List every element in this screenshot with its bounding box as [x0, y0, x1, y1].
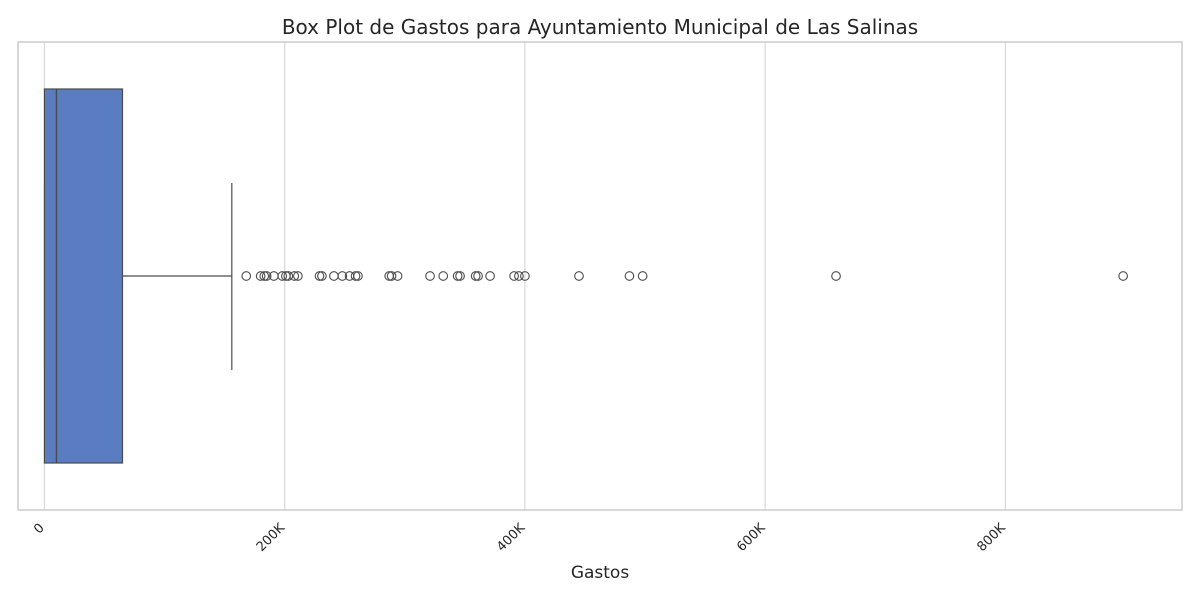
- outlier-point: [574, 271, 584, 281]
- outlier-point: [637, 271, 648, 281]
- outlier-point: [350, 271, 361, 281]
- outlier-point: [353, 271, 363, 281]
- outlier-point: [473, 271, 483, 281]
- outlier-point: [485, 271, 495, 281]
- outlier-point: [452, 271, 463, 281]
- outlier-point: [392, 271, 403, 281]
- outlier-point: [470, 271, 481, 281]
- outlier-point: [261, 271, 272, 281]
- outlier-point: [277, 271, 288, 281]
- box-plot: [43, 88, 233, 464]
- chart-title: Box Plot de Gastos para Ayuntamiento Mun…: [282, 15, 918, 39]
- iqr-box: [43, 88, 124, 464]
- outlier-points: [241, 271, 1128, 281]
- outlier-point: [425, 271, 435, 281]
- outlier-point: [317, 271, 327, 281]
- x-axis-ticks: 0 200K 400K 600K 800K: [31, 520, 1009, 555]
- x-tick-label: 400K: [494, 520, 529, 555]
- outlier-point: [329, 271, 339, 281]
- outlier-point: [514, 271, 524, 281]
- outlier-point: [255, 271, 266, 281]
- outlier-point: [283, 271, 294, 281]
- outlier-point: [337, 271, 348, 281]
- outlier-point: [293, 271, 303, 281]
- outlier-point: [241, 271, 252, 281]
- x-axis-label: Gastos: [571, 563, 630, 583]
- outlier-point: [1118, 271, 1128, 281]
- x-tick-label: 0: [31, 521, 47, 537]
- x-tick-label: 600K: [734, 520, 769, 555]
- outlier-point: [259, 271, 270, 281]
- outlier-point: [455, 271, 465, 281]
- plot-frame: [17, 41, 1183, 511]
- outlier-point: [289, 271, 300, 281]
- outlier-point: [438, 271, 449, 281]
- outlier-point: [314, 271, 325, 281]
- outlier-point: [509, 271, 519, 281]
- x-tick-label: 800K: [975, 520, 1010, 555]
- outlier-point: [386, 271, 397, 281]
- outlier-point: [624, 271, 635, 281]
- x-tick-label: 200K: [254, 520, 289, 555]
- outlier-point: [520, 271, 530, 281]
- outlier-point: [831, 271, 841, 281]
